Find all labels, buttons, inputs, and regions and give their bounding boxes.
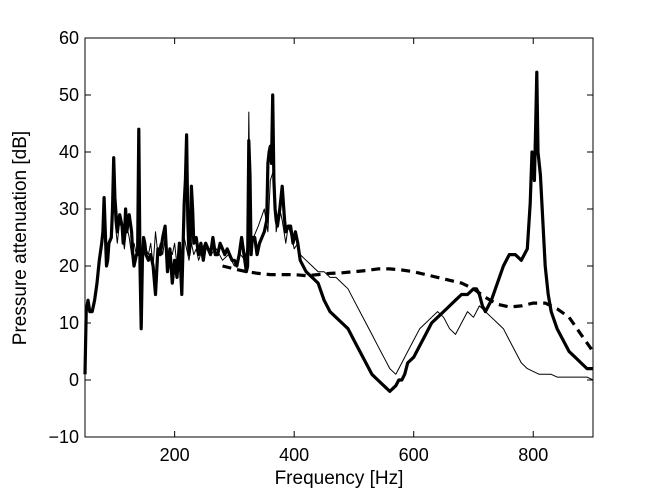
x-tick-labels: 200 400 600 800	[160, 445, 549, 465]
x-tick-label: 600	[399, 445, 429, 465]
y-tick-label: 30	[59, 199, 79, 219]
y-tick-label: −10	[48, 427, 79, 447]
x-tick-label: 200	[160, 445, 190, 465]
y-tick-label: 60	[59, 28, 79, 48]
y-axis-label: Pressure attenuation [dB]	[10, 131, 31, 345]
plot-lines	[83, 70, 595, 393]
y-tick-label: 0	[69, 370, 79, 390]
y-tick-label: 10	[59, 313, 79, 333]
x-tick-label: 800	[518, 445, 548, 465]
y-tick-label: 50	[59, 85, 79, 105]
x-axis-label: Frequency [Hz]	[275, 468, 404, 489]
y-tick-label: 40	[59, 142, 79, 162]
series-line-2	[84, 111, 594, 381]
axis-ticks	[85, 37, 593, 438]
x-tick-label: 400	[279, 445, 309, 465]
y-tick-labels: −10 0 10 20 30 40 50 60	[48, 28, 79, 447]
series-line-3	[222, 264, 595, 353]
plot-area	[84, 37, 594, 438]
y-tick-label: 20	[59, 256, 79, 276]
